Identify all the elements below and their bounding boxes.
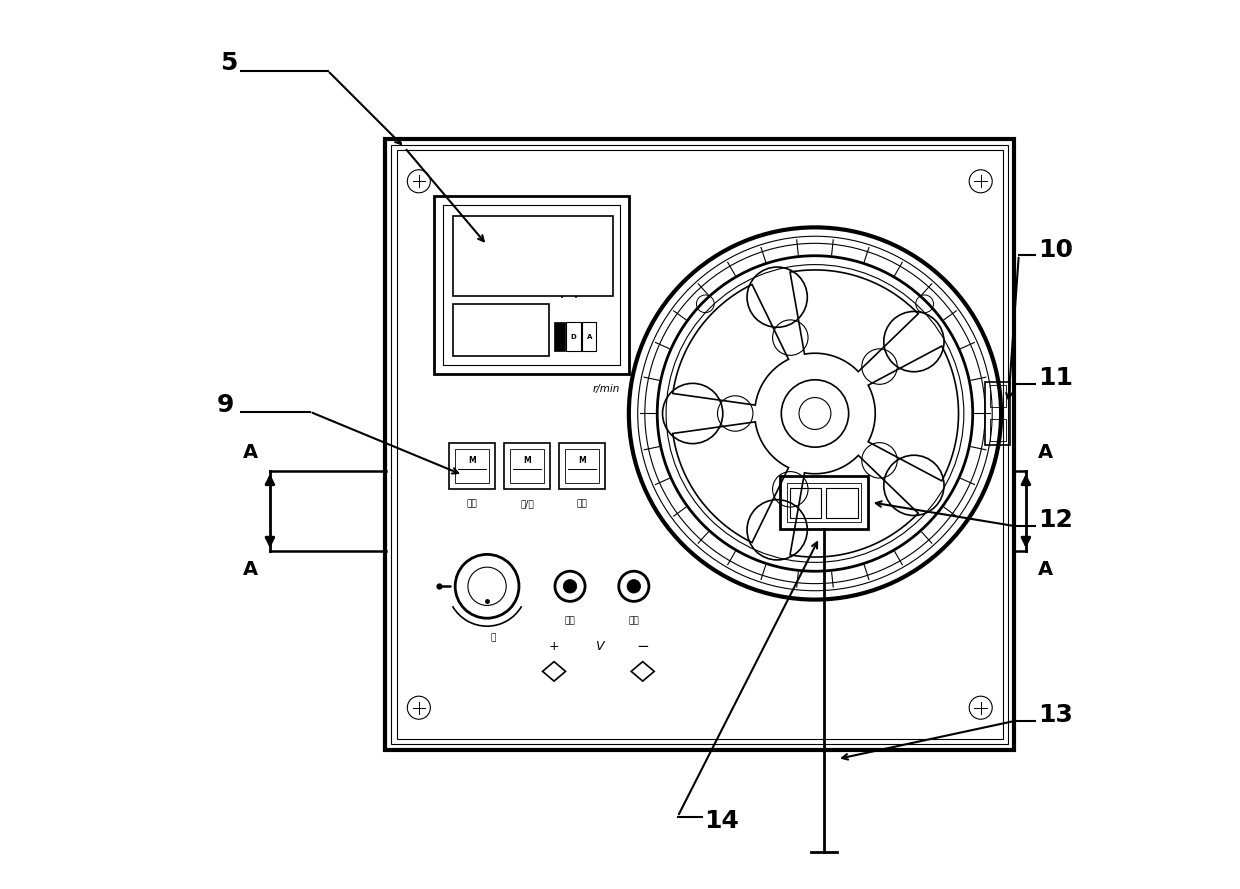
Text: −: − xyxy=(636,639,649,654)
Text: 电磁: 电磁 xyxy=(629,616,639,626)
Text: 14: 14 xyxy=(704,809,739,833)
Bar xyxy=(990,419,1006,441)
Circle shape xyxy=(563,580,577,593)
Bar xyxy=(985,381,1009,445)
Text: D: D xyxy=(570,333,577,340)
Text: •: • xyxy=(574,295,578,301)
Bar xyxy=(503,443,551,489)
Bar xyxy=(559,443,605,489)
Text: 12: 12 xyxy=(1038,508,1073,532)
Text: 9: 9 xyxy=(217,393,234,417)
Bar xyxy=(582,323,596,351)
Text: A: A xyxy=(243,560,258,579)
Text: 5: 5 xyxy=(219,52,237,76)
Text: 电源: 电源 xyxy=(466,500,477,509)
Text: 11: 11 xyxy=(1038,366,1074,390)
Bar xyxy=(780,476,868,529)
Text: 加速: 加速 xyxy=(564,616,575,626)
Text: M: M xyxy=(469,456,476,465)
Bar xyxy=(434,196,629,373)
Text: A: A xyxy=(243,444,258,462)
Text: 正/反: 正/反 xyxy=(520,500,534,509)
Bar xyxy=(454,304,549,356)
Text: A: A xyxy=(1038,560,1053,579)
Bar xyxy=(449,443,495,489)
Bar xyxy=(827,488,858,518)
Bar xyxy=(790,488,821,518)
Bar xyxy=(554,323,565,351)
Text: M: M xyxy=(578,456,585,465)
Text: +: + xyxy=(549,640,559,653)
Bar xyxy=(990,385,1006,407)
Bar xyxy=(510,449,544,483)
Text: 锁转: 锁转 xyxy=(577,500,588,509)
Text: 大: 大 xyxy=(491,633,496,642)
Text: 10: 10 xyxy=(1038,237,1074,261)
Bar xyxy=(455,449,489,483)
Text: r/min: r/min xyxy=(593,384,620,394)
Bar xyxy=(567,323,580,351)
Bar xyxy=(786,483,861,522)
Text: V: V xyxy=(595,640,604,653)
Bar xyxy=(565,449,599,483)
Text: 13: 13 xyxy=(1038,703,1073,727)
Circle shape xyxy=(627,580,641,593)
Bar xyxy=(443,205,620,364)
Text: A: A xyxy=(1038,444,1053,462)
Text: M: M xyxy=(523,456,531,465)
Text: •: • xyxy=(559,295,563,301)
Bar xyxy=(454,216,613,296)
Text: A: A xyxy=(587,333,591,340)
